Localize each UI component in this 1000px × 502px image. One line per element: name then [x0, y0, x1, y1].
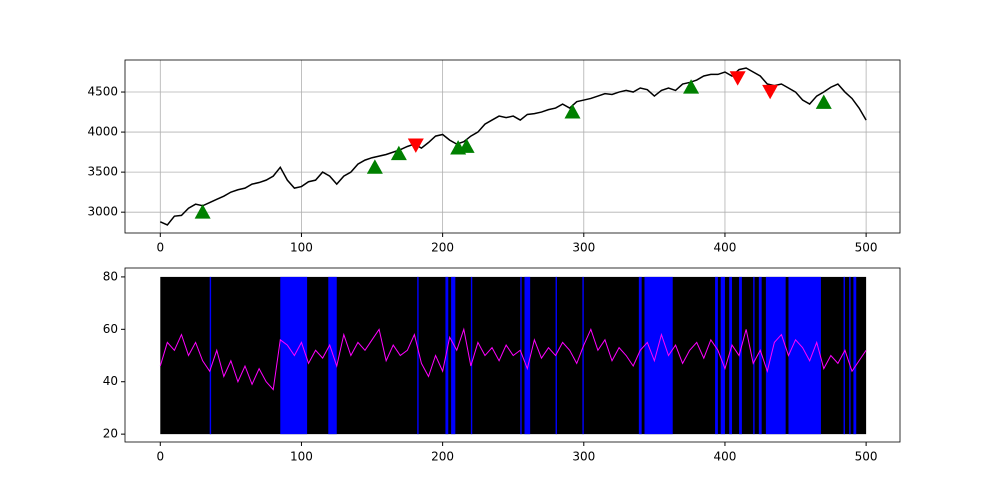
- x-tick-label: 0: [156, 450, 164, 464]
- x-tick-label: 300: [572, 241, 595, 255]
- region: [524, 276, 531, 435]
- region: [843, 276, 845, 435]
- signal-marker: [366, 159, 383, 174]
- signal-marker: [194, 204, 211, 219]
- x-tick-label: 300: [572, 450, 595, 464]
- region: [555, 276, 557, 435]
- region: [470, 276, 473, 435]
- region: [209, 276, 212, 435]
- x-tick-label: 500: [855, 241, 878, 255]
- region: [280, 276, 308, 435]
- region: [328, 276, 337, 435]
- region: [520, 276, 522, 435]
- region: [638, 276, 642, 435]
- region: [758, 276, 762, 435]
- axes: 0 100 200 300 400 500 3000 3500 4000 4500: [87, 59, 901, 255]
- region: [729, 276, 733, 435]
- signal-marker: [815, 94, 832, 109]
- region: [715, 276, 718, 435]
- y-tick-label: 20: [103, 427, 118, 441]
- axes-frame: [124, 59, 901, 234]
- x-tick-label: 400: [714, 450, 737, 464]
- x-tick-label: 100: [290, 450, 313, 464]
- axes: 0 100 200 300 400 500 20 40 60 80: [103, 267, 901, 464]
- region: [739, 276, 742, 435]
- signal-marker: [762, 84, 779, 100]
- region: [417, 276, 419, 435]
- region: [753, 276, 755, 435]
- region: [720, 276, 725, 435]
- signal-marker: [407, 138, 424, 153]
- x-tick-label: 100: [290, 241, 313, 255]
- y-tick-label: 80: [103, 269, 118, 283]
- x-tick-label: 200: [431, 241, 454, 255]
- y-tick-label: 4500: [87, 85, 118, 99]
- region: [849, 276, 851, 435]
- region: [582, 276, 584, 435]
- x-tick-label: 400: [714, 241, 737, 255]
- signal-marker: [564, 104, 581, 119]
- signal-marker: [683, 79, 700, 94]
- data-line: [159, 67, 867, 226]
- signal-marker: [729, 71, 746, 86]
- signal-marker: [458, 138, 475, 153]
- y-tick-label: 3500: [87, 165, 118, 179]
- y-tick-label: 4000: [87, 125, 118, 139]
- region: [788, 276, 821, 435]
- y-tick-label: 60: [103, 322, 118, 336]
- y-tick-label: 3000: [87, 205, 118, 219]
- axes-frame: [124, 267, 901, 443]
- x-tick-label: 0: [156, 241, 164, 255]
- region: [451, 276, 456, 435]
- region: [445, 276, 449, 435]
- x-tick-label: 200: [431, 450, 454, 464]
- data-line: [159, 327, 867, 391]
- region: [853, 276, 857, 435]
- signal-marker: [390, 145, 407, 161]
- y-tick-label: 40: [103, 374, 118, 388]
- x-tick-label: 500: [855, 450, 878, 464]
- region: [765, 276, 786, 435]
